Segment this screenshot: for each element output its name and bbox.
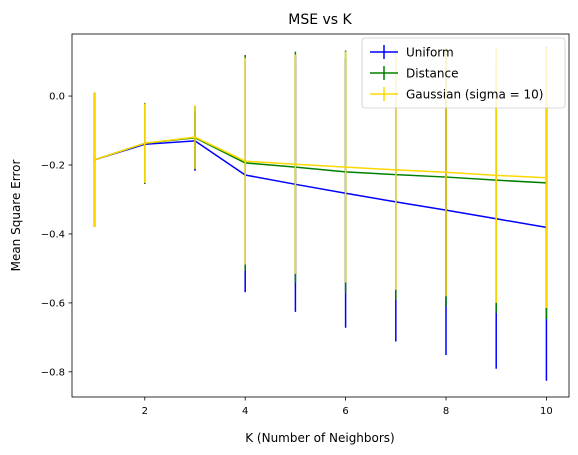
series-line — [94, 136, 547, 179]
x-tick-label: 6 — [342, 406, 348, 417]
legend-label: Uniform — [406, 46, 454, 60]
y-axis: 0.0 −0.2 −0.4 −0.6 −0.8 — [41, 92, 72, 378]
x-axis-label: K (Number of Neighbors) — [245, 431, 395, 445]
x-axis: 2 4 6 8 10 — [142, 397, 553, 417]
legend-label: Distance — [406, 67, 458, 81]
y-tick-label: −0.2 — [41, 160, 65, 171]
x-tick-label: 8 — [443, 406, 449, 417]
data-point — [545, 176, 548, 179]
x-tick-label: 4 — [242, 406, 248, 417]
data-point — [294, 163, 297, 166]
data-point — [244, 160, 246, 163]
y-tick-label: −0.6 — [41, 298, 65, 309]
data-point — [93, 159, 96, 161]
y-tick-label: −0.4 — [41, 229, 65, 240]
data-point — [495, 174, 498, 177]
legend-label: Gaussian (sigma = 10) — [406, 88, 543, 102]
series-line — [94, 140, 547, 229]
chart-title: MSE vs K — [288, 12, 352, 28]
data-point — [344, 166, 347, 168]
legend: Uniform Distance Gaussian (sigma = 10) — [361, 37, 566, 109]
x-tick-label: 2 — [142, 406, 148, 417]
y-tick-label: 0.0 — [49, 92, 65, 103]
y-axis-label: Mean Square Error — [9, 160, 23, 272]
data-point — [143, 142, 146, 145]
data-point — [194, 136, 196, 138]
x-tick-label: 10 — [540, 406, 553, 417]
legend-box — [361, 37, 566, 109]
y-tick-label: −0.8 — [41, 367, 65, 378]
data-point — [445, 171, 447, 174]
data-point — [395, 169, 397, 171]
plot-frame — [71, 33, 570, 398]
